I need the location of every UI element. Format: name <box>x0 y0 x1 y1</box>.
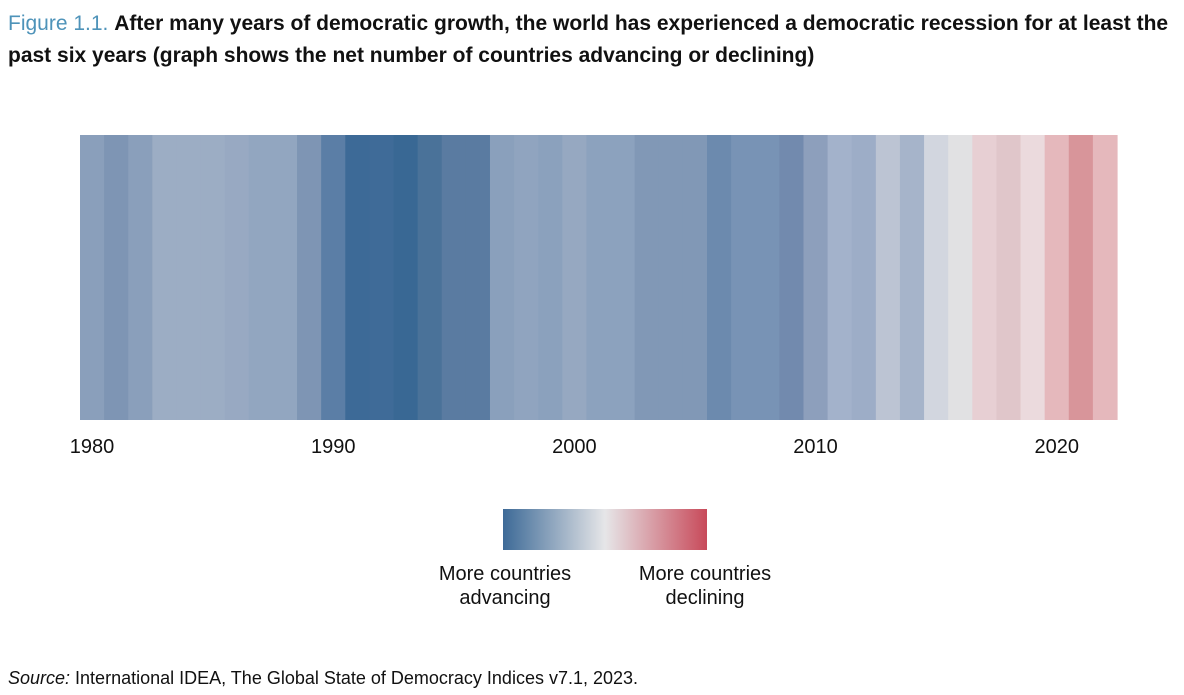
x-tick-label-2010: 2010 <box>793 436 838 458</box>
stripe-2008 <box>755 135 780 420</box>
stripe-2021 <box>1068 135 1094 420</box>
source-text: International IDEA, The Global State of … <box>70 668 639 688</box>
legend-label-advancing: More countries advancing <box>438 563 572 609</box>
stripe-2005 <box>682 135 708 420</box>
stripe-2000 <box>562 135 588 420</box>
stripes-group <box>80 135 1118 420</box>
color-scale-legend-bar <box>503 509 707 550</box>
stripe-1980 <box>80 135 105 420</box>
stripe-1998 <box>514 135 539 420</box>
stripe-1997 <box>489 135 515 420</box>
stripe-1993 <box>393 135 419 420</box>
stripe-2018 <box>996 135 1022 420</box>
x-tick-label-1980: 1980 <box>70 436 115 458</box>
stripe-1992 <box>369 135 395 420</box>
figure-title-text: After many years of democratic growth, t… <box>8 12 1169 67</box>
stripe-1996 <box>465 135 491 420</box>
stripe-2011 <box>827 135 853 420</box>
stripe-1994 <box>417 135 443 420</box>
stripe-1984 <box>176 135 202 420</box>
stripe-1985 <box>200 135 226 420</box>
source-prefix: Source: <box>8 668 71 688</box>
stripe-2016 <box>948 135 973 420</box>
stripe-1989 <box>297 135 322 420</box>
x-axis-ticks: 1980 1990 2000 2010 2020 <box>70 436 1079 458</box>
stripe-2004 <box>658 135 684 420</box>
figure-label: Figure 1.1. <box>8 12 109 35</box>
stripe-2007 <box>731 135 756 420</box>
stripe-1983 <box>152 135 178 420</box>
stripe-2022 <box>1092 135 1118 420</box>
stripe-1991 <box>345 135 370 420</box>
x-tick-label-1990: 1990 <box>311 436 356 458</box>
stripe-2012 <box>851 135 877 420</box>
stripe-2010 <box>803 135 829 420</box>
stripe-1988 <box>272 135 298 420</box>
stripe-1999 <box>538 135 563 420</box>
stripe-1987 <box>248 135 274 420</box>
stripe-2009 <box>779 135 805 420</box>
stripe-1990 <box>321 135 346 420</box>
x-tick-label-2000: 2000 <box>552 436 597 458</box>
figure-title: Figure 1.1. After many years of democrat… <box>8 8 1178 72</box>
stripe-2013 <box>875 135 901 420</box>
stripe-2002 <box>610 135 636 420</box>
stripe-1995 <box>441 135 467 420</box>
stripe-2014 <box>899 135 925 420</box>
stripe-2019 <box>1020 135 1046 420</box>
legend-label-declining: More countries declining <box>638 563 772 609</box>
x-tick-label-2020: 2020 <box>1034 436 1079 458</box>
stripe-2006 <box>707 135 732 420</box>
stripe-2017 <box>972 135 998 420</box>
stripe-1981 <box>104 135 129 420</box>
stripe-2001 <box>586 135 612 420</box>
warming-stripes-chart: 1980 1990 2000 2010 2020 <box>70 135 1118 458</box>
stripe-2015 <box>924 135 949 420</box>
stripe-1986 <box>224 135 250 420</box>
stripe-2003 <box>634 135 660 420</box>
source-note: Source: International IDEA, The Global S… <box>8 666 638 690</box>
stripe-2020 <box>1044 135 1070 420</box>
stripe-1982 <box>128 135 153 420</box>
